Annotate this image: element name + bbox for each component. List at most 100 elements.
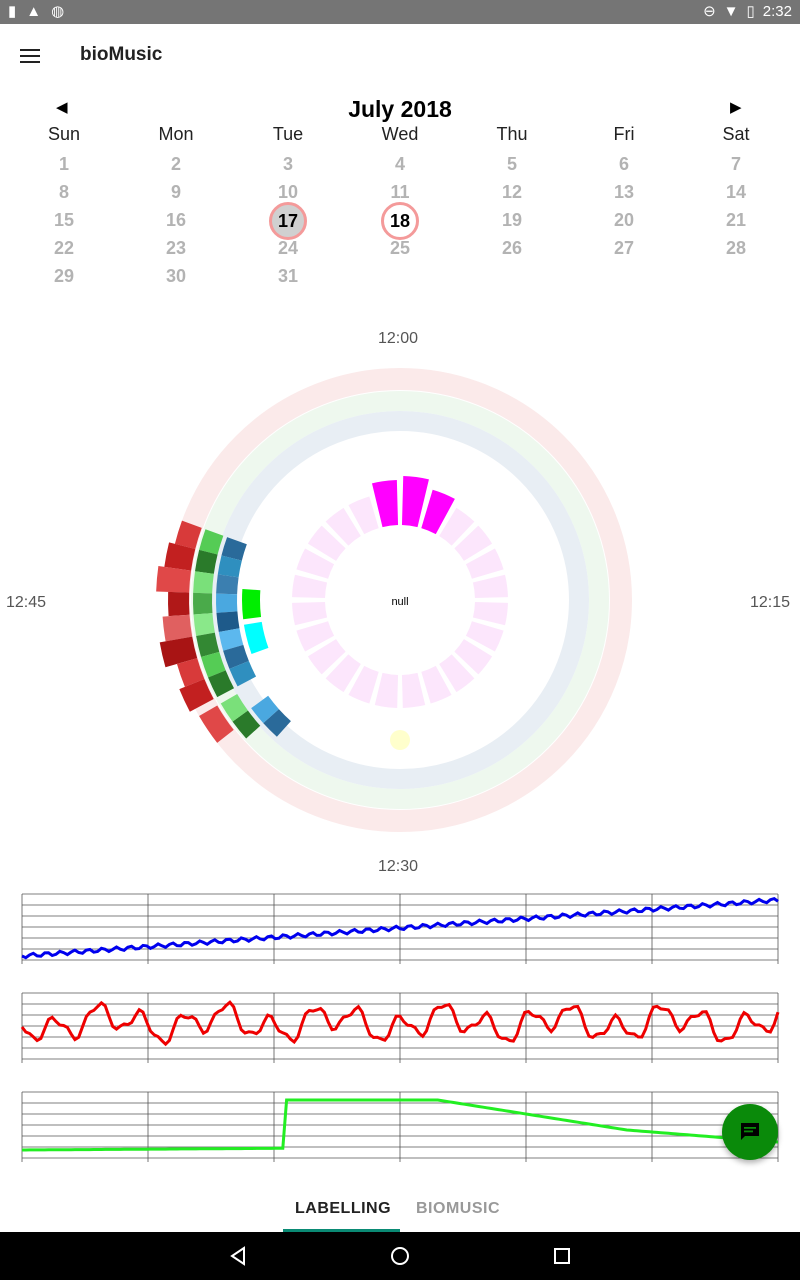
activity-segment: [472, 574, 508, 599]
calendar-day[interactable]: 27: [613, 238, 635, 258]
app-title: bioMusic: [80, 44, 163, 65]
calendar-day[interactable]: 15: [53, 210, 75, 230]
calendar-day[interactable]: 29: [53, 266, 75, 286]
marker-dot: [390, 730, 410, 750]
label-green-segment: [220, 694, 248, 722]
calendar-day[interactable]: 2: [170, 154, 181, 174]
calendar-day[interactable]: 21: [725, 210, 747, 230]
month-title: July 2018: [348, 96, 452, 122]
activity-segment: [296, 621, 335, 652]
weekday-sat: Sat: [722, 124, 750, 144]
calendar-day[interactable]: 26: [501, 238, 523, 258]
calendar-day[interactable]: 6: [618, 154, 629, 174]
calendar-day[interactable]: 24: [277, 238, 299, 258]
prev-month-icon[interactable]: ◀: [56, 99, 68, 116]
status-bar: ▮ ▲ ◍ ⊖ ▼ ▯ 2:32: [0, 0, 800, 24]
calendar-day[interactable]: 3: [282, 154, 293, 174]
signal-plots: [20, 893, 780, 1162]
signal-line: [21, 896, 779, 960]
activity-segment: [439, 507, 475, 546]
calendar-day[interactable]: 16: [165, 210, 187, 230]
back-icon[interactable]: [224, 1242, 252, 1270]
label-red-segment: [199, 705, 234, 743]
warning-icon: ▲: [26, 3, 42, 20]
clock-label-left: 12:45: [6, 594, 47, 611]
calendar-day[interactable]: 19: [501, 210, 523, 230]
calendar-day[interactable]: 20: [613, 210, 635, 230]
signal-line: [20, 1000, 780, 1047]
label-red-segment: [168, 591, 190, 617]
calendar-day[interactable]: 22: [53, 238, 75, 258]
label-red-segment: [179, 679, 214, 712]
label-green-segment: [193, 613, 215, 636]
label-cyan-segment: [243, 621, 269, 655]
status-time: 2:32: [762, 3, 792, 20]
activity-segment: [325, 507, 361, 546]
label-green-segment: [195, 549, 218, 574]
activity-segment: [374, 672, 399, 708]
menu-icon[interactable]: [16, 42, 44, 70]
calendar-day[interactable]: 12: [501, 182, 523, 202]
label-red-segment: [159, 636, 198, 668]
calendar-day[interactable]: 23: [165, 238, 187, 258]
activity-segment: [348, 665, 379, 704]
activity-segment: [421, 665, 452, 704]
calendar-day[interactable]: 18: [381, 202, 419, 240]
weekday-wed: Wed: [381, 124, 419, 144]
activity-segment: [292, 574, 328, 599]
calendar-day[interactable]: 25: [389, 238, 411, 258]
globe-icon: ◍: [51, 3, 65, 20]
calendar-day[interactable]: 11: [390, 182, 410, 202]
battery-icon: ▯: [746, 3, 755, 20]
label-lime-segment: [242, 588, 262, 620]
activity-segment: [465, 548, 504, 579]
clock-label-top: 12:00: [378, 330, 419, 347]
message-button[interactable]: [722, 1104, 778, 1160]
calendar-day[interactable]: 4: [394, 154, 405, 174]
tab-indicator: [283, 1229, 400, 1232]
calendar-day[interactable]: 13: [613, 182, 635, 202]
home-icon[interactable]: [386, 1242, 414, 1270]
next-month-icon[interactable]: ▶: [730, 99, 742, 116]
label-blue-segment: [216, 611, 240, 632]
weekday-sun: Sun: [47, 124, 81, 144]
activity-segment: [307, 639, 346, 675]
activity-segment: [439, 654, 475, 693]
calendar-day[interactable]: 7: [730, 154, 741, 174]
app-bar: bioMusic: [0, 24, 800, 88]
sim-alert-icon: ▮: [8, 3, 17, 20]
activity-segment: [472, 601, 508, 626]
label-blue-segment: [223, 644, 249, 669]
calendar-day[interactable]: 17: [269, 202, 307, 240]
label-blue-segment: [217, 555, 242, 578]
calendar-day[interactable]: 8: [58, 182, 69, 202]
weekday-tue: Tue: [272, 124, 304, 144]
tab-biomusic[interactable]: BIOMUSIC: [416, 1200, 500, 1217]
calendar-day[interactable]: 30: [165, 266, 187, 286]
calendar-day[interactable]: 9: [170, 182, 181, 202]
recents-icon[interactable]: [548, 1242, 576, 1270]
label-red-segment: [174, 520, 202, 549]
tab-labelling[interactable]: LABELLING: [295, 1200, 392, 1217]
weekday-mon: Mon: [158, 124, 194, 144]
activity-segment: [401, 672, 426, 708]
calendar-day[interactable]: 28: [725, 238, 747, 258]
label-green-segment: [193, 571, 214, 594]
label-red-segment: [156, 566, 192, 593]
activity-segment: [465, 621, 504, 652]
activity-segment: [454, 639, 493, 675]
label-red-segment: [164, 542, 196, 571]
calendar-day[interactable]: 5: [506, 154, 517, 174]
activity-segment: [371, 480, 399, 528]
calendar: ◀ July 2018 ▶ Sun Mon Tue Wed Thu Fri Sat 1 2 3 4 5…: [0, 92, 800, 292]
weekday-thu: Thu: [496, 124, 528, 144]
calendar-day[interactable]: 31: [277, 266, 299, 286]
calendar-day[interactable]: 10: [277, 182, 299, 202]
radial-clock[interactable]: [0, 350, 800, 850]
clock-center-text: null: [391, 596, 409, 608]
calendar-day[interactable]: 1: [58, 154, 69, 174]
activity-segment: [292, 601, 328, 626]
label-green-segment: [192, 592, 213, 615]
calendar-day[interactable]: 14: [725, 182, 747, 202]
signal-plot: [20, 992, 780, 1063]
